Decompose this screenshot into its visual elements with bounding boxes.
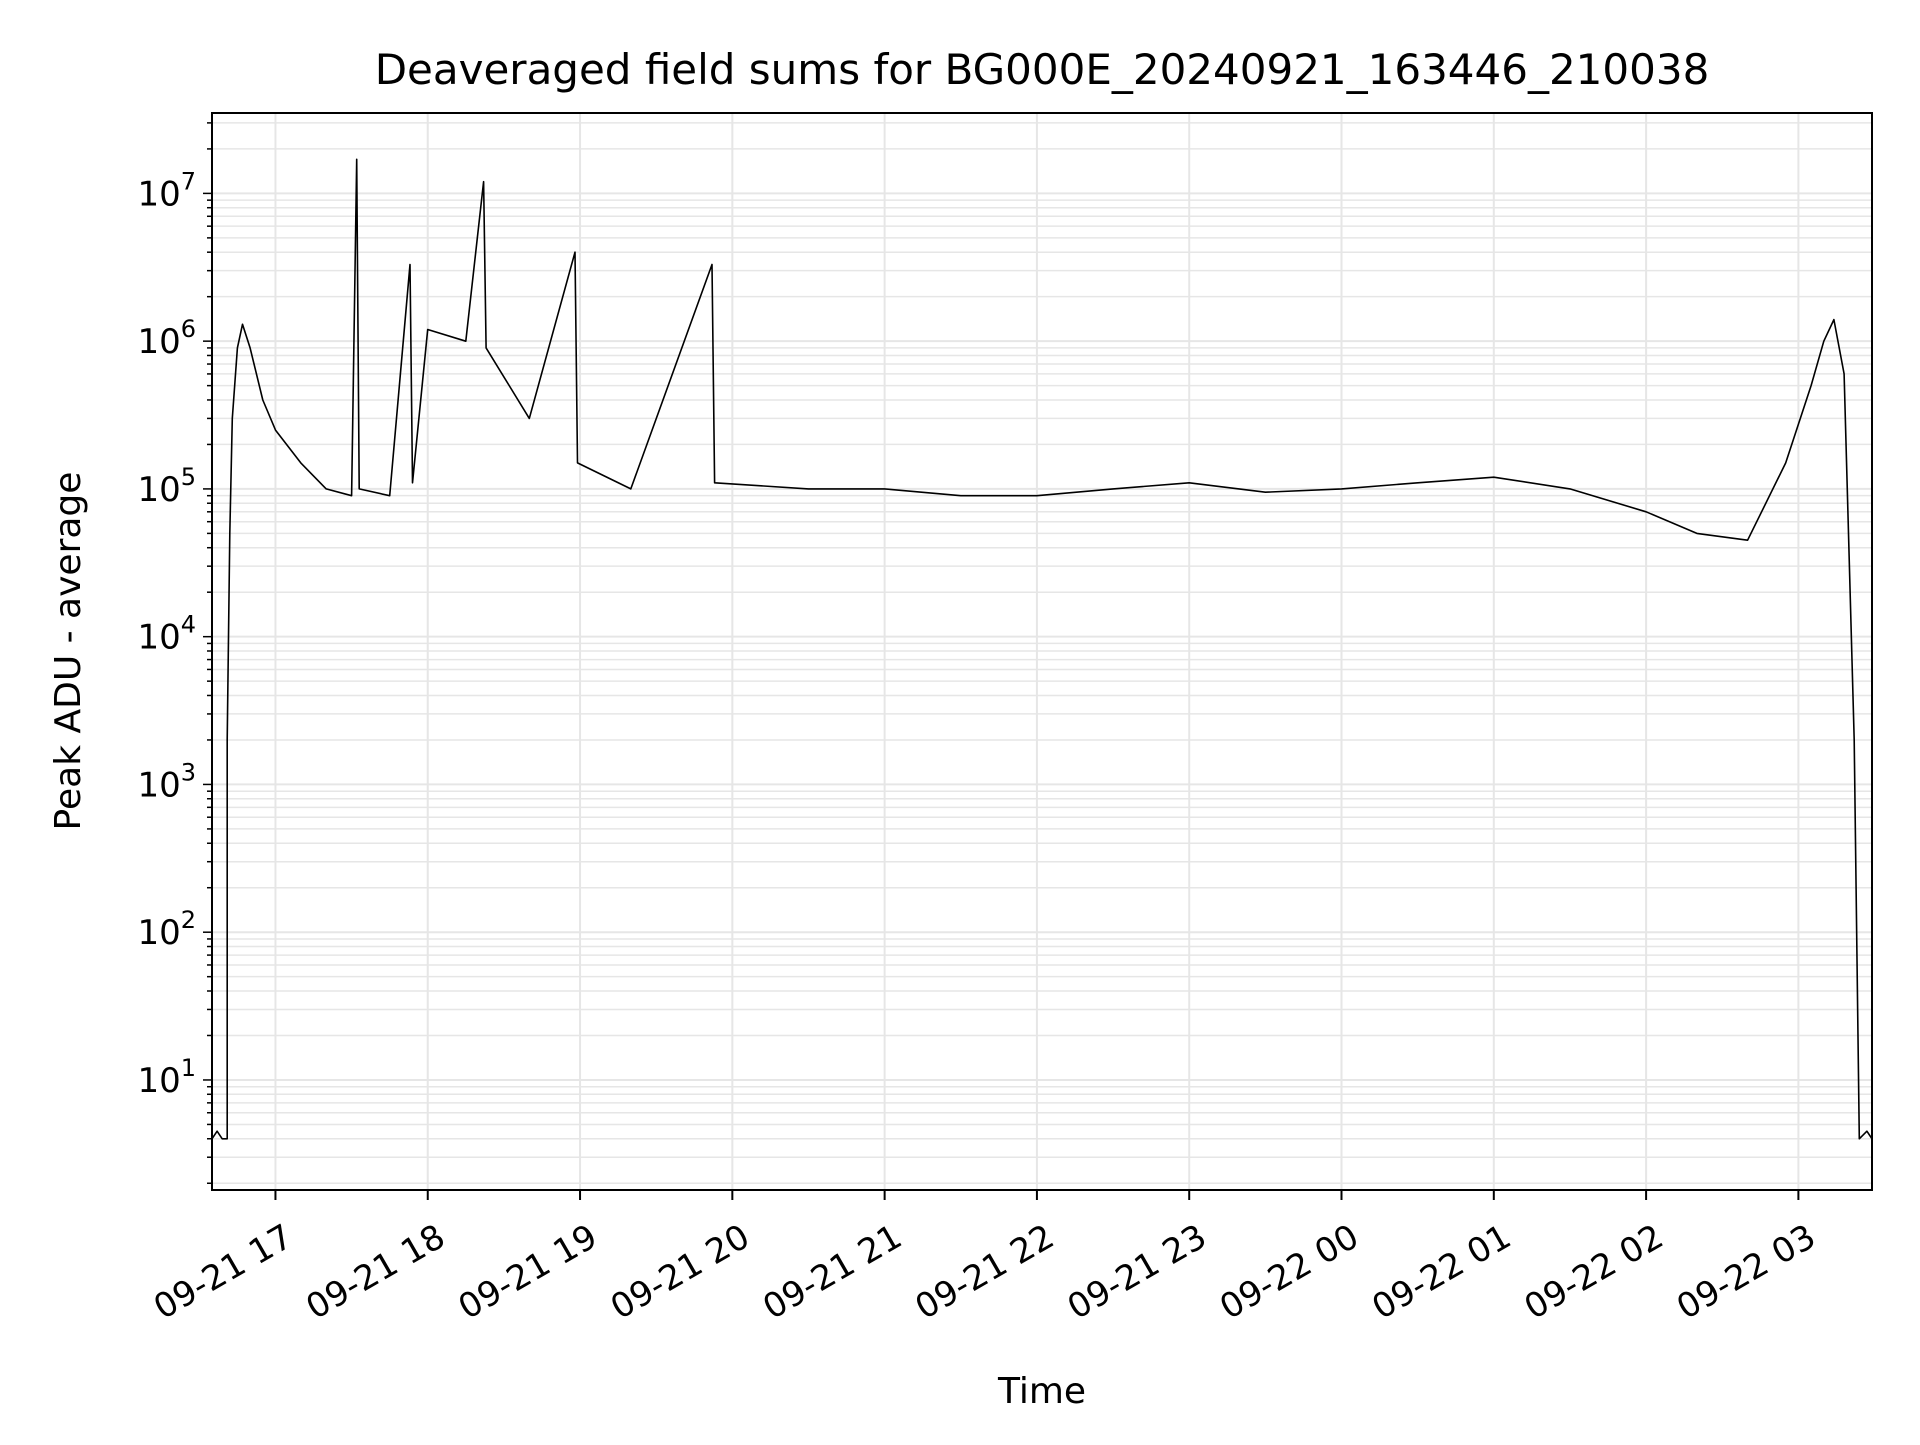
y-tick-label: 105 <box>137 463 196 510</box>
grid-lines <box>212 113 1872 1190</box>
y-tick-label: 102 <box>137 906 196 953</box>
y-tick-label: 106 <box>137 315 196 362</box>
y-axis-label: Peak ADU - average <box>48 472 89 831</box>
y-tick-label: 104 <box>137 611 196 658</box>
x-axis-label: Time <box>997 1371 1086 1412</box>
y-tick-label: 101 <box>137 1054 196 1101</box>
chart-title: Deaveraged field sums for BG000E_2024092… <box>375 45 1710 94</box>
y-tick-label: 107 <box>137 167 196 214</box>
data-line-layer <box>212 158 1872 1140</box>
y-tick-label: 103 <box>137 758 196 805</box>
data-series-line <box>212 158 1872 1140</box>
